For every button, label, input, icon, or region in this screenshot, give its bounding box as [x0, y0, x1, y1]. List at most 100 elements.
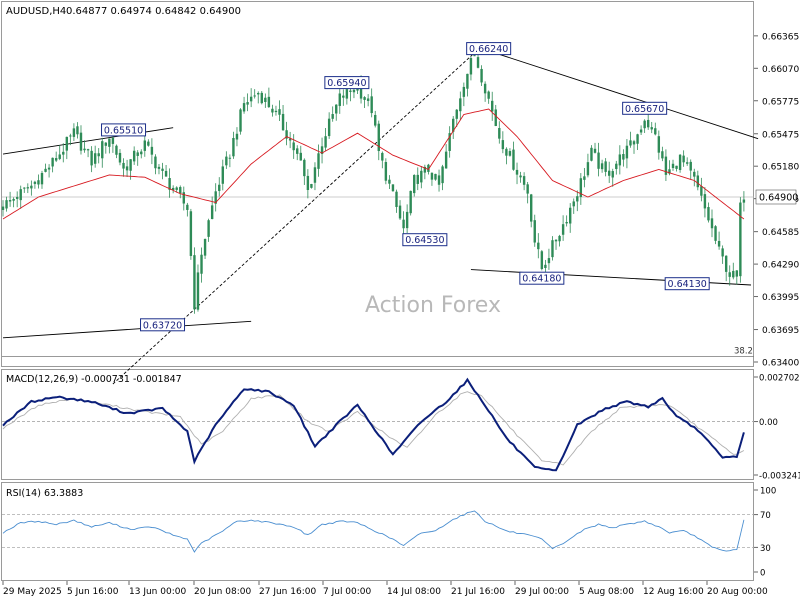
candle-body [696, 175, 700, 188]
candle-body [685, 162, 689, 164]
swing-price-annotation: 0.64180 [519, 271, 565, 285]
candle-body [104, 142, 108, 146]
candle-body [398, 205, 402, 219]
candle-body [416, 174, 419, 184]
candle-body [47, 167, 51, 170]
rsi-panel: 100 70 30 0 [2, 487, 776, 579]
trendline [477, 46, 759, 140]
candle-body [40, 172, 44, 185]
candle-body [335, 104, 338, 114]
candle-body [12, 198, 15, 201]
candle-body [561, 224, 565, 235]
candle-body [590, 147, 593, 161]
price-tick-label: 0.63400 [762, 359, 799, 369]
candle-body [23, 187, 26, 189]
candle-body [33, 181, 37, 184]
candle-body [466, 73, 469, 89]
macd-panel: 0.002702 0.00 -0.003241 [2, 374, 800, 482]
candle-body [338, 93, 341, 106]
candle-body [625, 145, 629, 159]
candle-body [444, 151, 448, 169]
candle-body [654, 128, 657, 135]
annotation-label: 0.66240 [469, 44, 508, 55]
candle-body [374, 114, 377, 126]
candle-body [342, 95, 345, 98]
candle-body [522, 176, 526, 185]
candle-body [303, 159, 306, 177]
swing-price-annotation: 0.64130 [664, 277, 710, 291]
candle-body [494, 109, 497, 127]
candle-body [693, 171, 696, 177]
candle-body [650, 127, 653, 130]
candle-body [381, 152, 384, 161]
rsi-tick-label: 70 [760, 511, 771, 521]
rsi-panel-frame [1, 482, 754, 581]
candle-body [260, 92, 263, 104]
ohlc-readout: 0.64877 0.64974 0.64842 0.64900 [66, 6, 241, 17]
candle-body [569, 207, 572, 224]
candle-body [228, 157, 232, 159]
candle-body [97, 153, 100, 157]
candle-body [76, 126, 79, 135]
candle-body [689, 161, 692, 171]
candle-body [728, 272, 731, 277]
current-price-tag [755, 189, 797, 205]
annotation-box [519, 271, 565, 285]
candle-body [171, 187, 175, 191]
candle-body [388, 179, 391, 184]
candle-body [423, 166, 427, 173]
candle-body [129, 159, 132, 171]
annotation-label: 0.64130 [668, 279, 707, 290]
time-tick-label: 12 Aug 16:00 [643, 587, 704, 597]
candle-body [455, 109, 458, 119]
candle-body [671, 163, 675, 169]
candle-body [721, 248, 724, 257]
candle-body [72, 128, 76, 137]
candle-body [140, 151, 143, 155]
candle-body [62, 151, 65, 155]
candle-body [111, 137, 115, 144]
annotation-box [664, 277, 710, 291]
candle-body [317, 153, 320, 169]
candle-body [44, 168, 47, 172]
candle-body [675, 165, 678, 169]
rsi-tick-label: 0 [760, 569, 765, 579]
candle-body [469, 58, 473, 75]
annotation-label: 0.65940 [327, 78, 366, 89]
candle-body [615, 163, 618, 170]
annotation-box [140, 318, 186, 332]
candle-body [405, 211, 409, 229]
candle-body [611, 171, 614, 178]
candle-body [108, 138, 111, 147]
price-tick-label: 0.64290 [762, 261, 799, 271]
candle-body [700, 186, 703, 196]
candle-body [189, 211, 193, 256]
candle-body [69, 135, 72, 137]
candle-body [668, 169, 671, 174]
macd-line [2, 377, 745, 472]
annotation-box [622, 101, 668, 115]
candle-body [682, 155, 685, 163]
price-tick-label: 0.63995 [762, 293, 799, 303]
swing-price-annotation: 0.65510 [101, 123, 147, 137]
candle-body [349, 90, 352, 92]
candle-body [310, 184, 313, 188]
time-tick-label: 29 May 2025 [3, 587, 62, 597]
candle-body [600, 163, 604, 170]
candle-body [459, 98, 462, 112]
candle-body [533, 220, 536, 243]
price-tick-label: 0.66070 [762, 65, 799, 75]
price-tick-label: 0.64585 [762, 228, 799, 238]
candle-body [586, 162, 590, 176]
moving-average-line [2, 108, 745, 220]
candle-body [147, 141, 150, 146]
candle-body [203, 238, 207, 256]
macd-tick-label: 0.00 [759, 418, 778, 428]
candle-body [739, 202, 742, 277]
candle-body [136, 152, 139, 156]
candle-body [384, 162, 388, 181]
candle-body [632, 141, 636, 145]
candle-body [742, 199, 746, 203]
annotation-label: 0.63720 [143, 320, 182, 331]
